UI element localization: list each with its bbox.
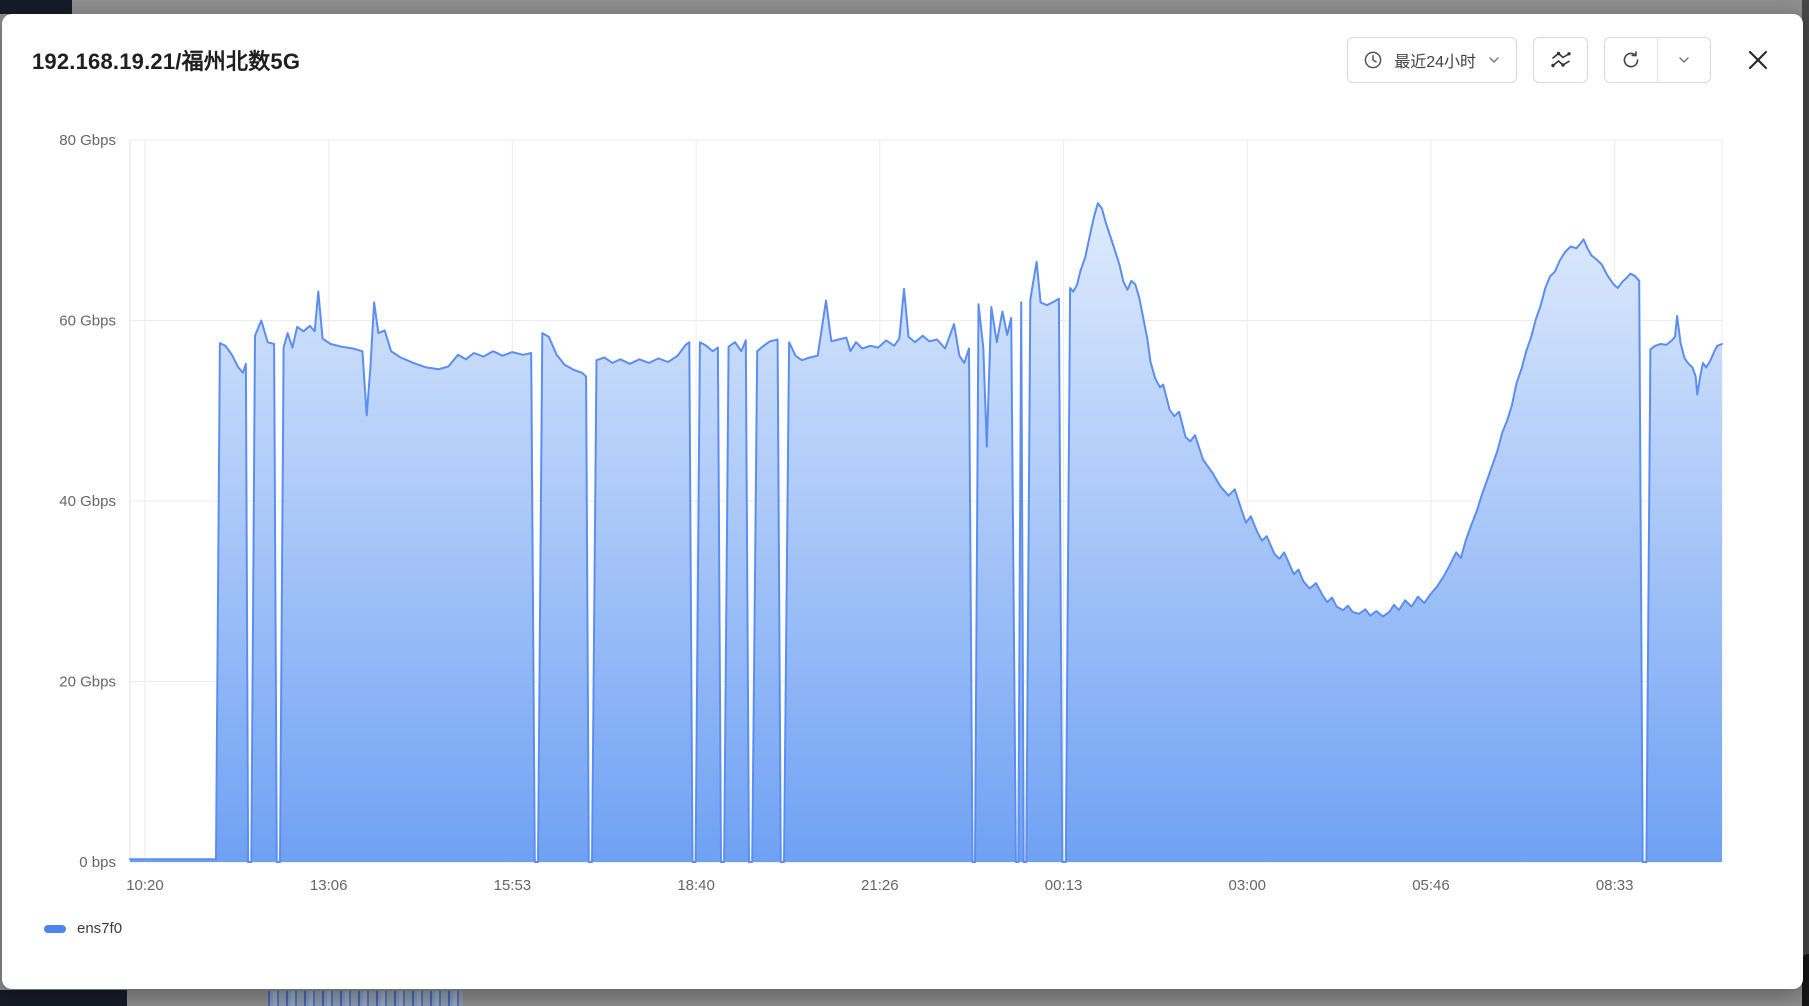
background-chart-fragment — [268, 991, 463, 1006]
y-tick-label: 80 Gbps — [59, 132, 116, 149]
clock-icon — [1363, 50, 1383, 70]
background-sidebar-top-strip — [0, 0, 72, 14]
series-area-ens7f0 — [130, 203, 1722, 862]
legend-series-marker — [44, 924, 66, 933]
page-title: 192.168.19.21/福州北数5G — [32, 49, 301, 74]
scrollbar-thumb[interactable] — [1802, 954, 1809, 1006]
x-tick-label: 03:00 — [1228, 877, 1266, 894]
y-tick-label: 60 Gbps — [59, 313, 116, 330]
legend-series-label: ens7f0 — [77, 920, 123, 937]
trend-lines-button[interactable] — [1533, 37, 1588, 83]
y-tick-label: 40 Gbps — [59, 493, 116, 510]
close-icon — [1745, 47, 1771, 73]
x-tick-label: 05:46 — [1412, 877, 1450, 894]
window-right-edge — [1802, 0, 1809, 1006]
x-tick-label: 15:53 — [494, 877, 532, 894]
refresh-options-button[interactable] — [1657, 38, 1710, 82]
x-tick-label: 18:40 — [677, 877, 715, 894]
trend-lines-icon — [1549, 48, 1573, 72]
y-tick-label: 20 Gbps — [59, 674, 116, 691]
y-tick-label: 0 bps — [79, 854, 116, 871]
x-tick-label: 13:06 — [310, 877, 348, 894]
x-tick-label: 00:13 — [1045, 877, 1083, 894]
chevron-down-icon — [1676, 52, 1692, 68]
x-tick-label: 21:26 — [861, 877, 899, 894]
refresh-icon — [1620, 49, 1642, 71]
background-sidebar-bottom-strip — [0, 990, 127, 1006]
time-range-select[interactable]: 最近24小时 — [1347, 37, 1517, 83]
refresh-button-group — [1604, 37, 1711, 83]
traffic-chart[interactable]: 0 bps 20 Gbps 40 Gbps 60 Gbps 80 Gbps 10:20 13… — [2, 114, 1803, 974]
x-tick-label: 10:20 — [126, 877, 164, 894]
x-tick-label: 08:33 — [1596, 877, 1634, 894]
time-range-value: 最近24小时 — [1394, 54, 1476, 71]
legend-item-ens7f0[interactable]: ens7f0 — [44, 920, 122, 937]
traffic-detail-modal: 192.168.19.21/福州北数5G 最近24小时 — [2, 14, 1803, 989]
toolbar: 最近24小时 — [1347, 37, 1775, 83]
traffic-chart-svg: 0 bps 20 Gbps 40 Gbps 60 Gbps 80 Gbps 10:20 13… — [59, 132, 1723, 894]
close-button[interactable] — [1741, 43, 1775, 77]
chevron-down-icon — [1487, 53, 1501, 67]
modal-header: 192.168.19.21/福州北数5G 最近24小时 — [32, 37, 1775, 83]
refresh-button[interactable] — [1605, 38, 1657, 82]
series-line-ens7f0 — [129, 202, 1723, 863]
